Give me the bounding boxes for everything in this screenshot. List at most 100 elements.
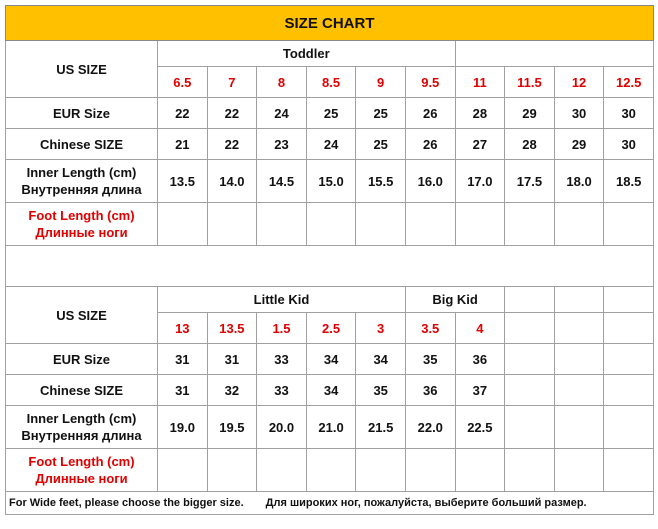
value-cell: 21.0 [305, 405, 357, 449]
row-label: Foot Length (cm) Длинные ноги [5, 202, 158, 246]
empty-cell [454, 202, 506, 246]
row-label: EUR Size [5, 97, 158, 129]
row-label-line: Chinese SIZE [39, 136, 124, 152]
table-body: SIZE CHART US SIZE Toddler 6.5 7 8 8.5 9 9.5 11 1… [5, 5, 655, 515]
empty-cell [603, 448, 654, 492]
group-row: US SIZE Toddler [5, 40, 655, 98]
value-cell: 29 [504, 97, 555, 129]
row-label-line: Внутренняя длина [21, 428, 142, 443]
empty-cell [553, 448, 605, 492]
value-cell: 14.5 [256, 159, 307, 203]
us-size: 11.5 [504, 66, 555, 98]
row-label: Chinese SIZE [5, 128, 158, 160]
empty-cell [305, 448, 357, 492]
empty-cell [355, 202, 406, 246]
empty-cell [603, 202, 654, 246]
empty-cell [504, 312, 555, 344]
row-label: EUR Size [5, 343, 158, 375]
spacer-row [5, 245, 654, 287]
value-cell: 23 [256, 128, 307, 160]
value-cell: 25 [305, 97, 357, 129]
value-cell: 30 [553, 97, 605, 129]
value-cell: 19.5 [206, 405, 258, 449]
empty-cell [504, 374, 555, 406]
spacer-cell [5, 245, 654, 287]
value-cell: 33 [256, 343, 307, 375]
value-cell: 20.0 [256, 405, 307, 449]
value-cell: 31 [157, 343, 208, 375]
us-size: 3 [355, 312, 406, 344]
value-cell: 30 [603, 128, 654, 160]
table-title: SIZE CHART [5, 5, 654, 41]
empty-cell [256, 202, 307, 246]
empty-cell [157, 448, 208, 492]
us-size: 8 [256, 66, 307, 98]
us-size: 9 [355, 66, 406, 98]
empty-cell [206, 202, 258, 246]
us-size: 3.5 [404, 312, 456, 344]
empty-cell [553, 286, 605, 313]
group-label: Toddler [157, 40, 456, 67]
footer-row: For Wide feet, please choose the bigger … [5, 491, 654, 515]
value-cell: 31 [157, 374, 208, 406]
data-row: Chinese SIZE 21 22 23 24 25 26 27 28 29 30 [5, 128, 654, 160]
row-label-line: Foot Length (cm) [28, 454, 135, 469]
empty-cell [454, 448, 506, 492]
value-cell: 21 [157, 128, 208, 160]
us-size: 8.5 [305, 66, 357, 98]
data-row: Chinese SIZE 31 32 33 34 35 36 37 [5, 374, 654, 406]
row-label-line: Длинные ноги [35, 471, 128, 486]
row-label-line: Foot Length (cm) [28, 208, 135, 223]
us-size: 1.5 [256, 312, 307, 344]
value-cell: 37 [454, 374, 506, 406]
row-label: Inner Length (cm) Внутренняя длина [5, 405, 158, 449]
value-cell: 28 [504, 128, 555, 160]
row-label-line: Длинные ноги [35, 225, 128, 240]
row-label: Foot Length (cm) Длинные ноги [5, 448, 158, 492]
row-label-line: Внутренняя длина [21, 182, 142, 197]
us-size: 13 [157, 312, 208, 344]
empty-cell [504, 448, 555, 492]
us-size-label: US SIZE [5, 40, 158, 98]
us-size: 6.5 [157, 66, 208, 98]
us-size: 11 [454, 66, 506, 98]
empty-cell [504, 343, 555, 375]
value-cell: 30 [603, 97, 654, 129]
value-cell: 27 [454, 128, 506, 160]
value-cell: 17.0 [454, 159, 506, 203]
empty-cell [603, 312, 654, 344]
value-cell: 22.5 [454, 405, 506, 449]
empty-cell [206, 448, 258, 492]
empty-cell [404, 202, 456, 246]
us-size: 2.5 [305, 312, 357, 344]
us-size: 13.5 [206, 312, 258, 344]
value-cell: 18.0 [553, 159, 605, 203]
empty-cell [603, 286, 654, 313]
value-cell: 13.5 [157, 159, 208, 203]
row-label-line: Chinese SIZE [39, 382, 124, 398]
data-row: Inner Length (cm) Внутренняя длина 19.0 19.… [5, 405, 654, 449]
empty-cell [553, 312, 605, 344]
data-row: EUR Size 22 22 24 25 25 26 28 29 30 30 [5, 97, 654, 129]
value-cell: 18.5 [603, 159, 654, 203]
row-label: Chinese SIZE [5, 374, 158, 406]
value-cell: 22 [206, 97, 258, 129]
value-cell: 24 [256, 97, 307, 129]
empty-cell [553, 405, 605, 449]
value-cell: 14.0 [206, 159, 258, 203]
us-size-label: US SIZE [5, 286, 158, 344]
empty-cell [603, 374, 654, 406]
group-label [454, 40, 655, 67]
us-size: 7 [206, 66, 258, 98]
group-label: Big Kid [404, 286, 506, 313]
value-cell: 22 [157, 97, 208, 129]
empty-cell [504, 202, 555, 246]
value-cell: 31 [206, 343, 258, 375]
value-cell: 34 [305, 343, 357, 375]
empty-cell [256, 448, 307, 492]
empty-cell [603, 405, 654, 449]
us-size: 12 [553, 66, 605, 98]
sizes-row: 13 13.5 1.5 2.5 3 3.5 4 [6, 312, 654, 344]
footer: For Wide feet, please choose the bigger … [5, 491, 654, 515]
